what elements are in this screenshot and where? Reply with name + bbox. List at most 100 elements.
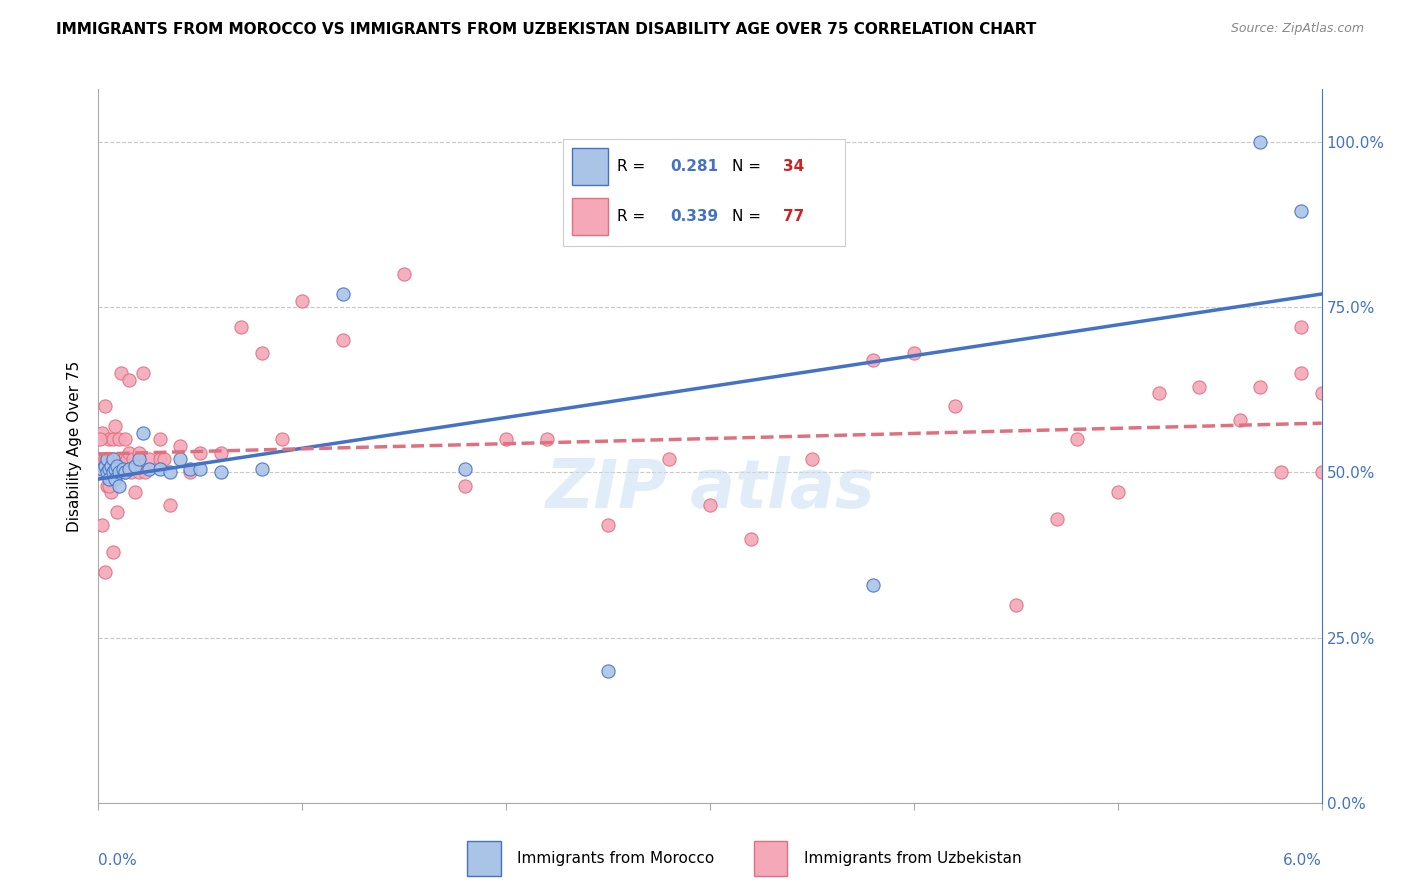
- Point: [124, 485, 146, 500]
- Point: [943, 400, 966, 414]
- Text: 6.0%: 6.0%: [1282, 853, 1322, 868]
- Point: [101, 433, 124, 447]
- Point: [1289, 320, 1312, 334]
- Point: [1249, 135, 1271, 149]
- Point: [108, 466, 131, 480]
- Text: Immigrants from Uzbekistan: Immigrants from Uzbekistan: [804, 851, 1022, 866]
- Text: N =: N =: [733, 159, 766, 174]
- Point: [101, 545, 124, 559]
- Bar: [467, 841, 501, 876]
- Point: [114, 466, 136, 480]
- Point: [96, 478, 118, 492]
- Point: [231, 320, 253, 334]
- Point: [250, 462, 273, 476]
- Point: [101, 452, 124, 467]
- Point: [134, 466, 156, 480]
- Point: [91, 466, 114, 480]
- Point: [291, 293, 314, 308]
- Point: [1004, 598, 1026, 612]
- Point: [332, 287, 354, 301]
- Point: [1310, 466, 1333, 480]
- Point: [209, 445, 232, 459]
- Point: [138, 452, 160, 467]
- Point: [801, 452, 824, 467]
- Point: [100, 458, 122, 473]
- Point: [96, 466, 118, 480]
- Point: [699, 499, 721, 513]
- Point: [93, 565, 115, 579]
- Point: [1289, 367, 1312, 381]
- Point: [105, 458, 128, 473]
- Text: ZIP atlas: ZIP atlas: [546, 456, 875, 522]
- Point: [740, 532, 762, 546]
- Point: [89, 433, 111, 447]
- Point: [93, 452, 115, 467]
- Point: [97, 433, 120, 447]
- Point: [1045, 511, 1069, 525]
- Point: [122, 452, 145, 467]
- Point: [1066, 433, 1088, 447]
- Text: R =: R =: [617, 159, 650, 174]
- Bar: [754, 841, 787, 876]
- Point: [152, 452, 174, 467]
- Point: [108, 466, 131, 480]
- Point: [495, 433, 517, 447]
- Point: [188, 445, 212, 459]
- Point: [1147, 386, 1170, 401]
- Point: [115, 452, 138, 467]
- Point: [91, 425, 114, 440]
- Point: [179, 466, 201, 480]
- Point: [598, 664, 620, 678]
- Y-axis label: Disability Age Over 75: Disability Age Over 75: [67, 360, 83, 532]
- Point: [1229, 412, 1251, 426]
- Text: 0.339: 0.339: [671, 210, 718, 224]
- Bar: [572, 198, 609, 235]
- Point: [250, 346, 273, 360]
- Point: [124, 458, 146, 473]
- Text: 34: 34: [783, 159, 804, 174]
- Point: [1107, 485, 1129, 500]
- Point: [105, 452, 128, 467]
- Point: [91, 518, 114, 533]
- Point: [128, 445, 150, 459]
- Text: Immigrants from Morocco: Immigrants from Morocco: [517, 851, 714, 866]
- Point: [97, 462, 120, 476]
- Point: [105, 505, 128, 519]
- Point: [104, 466, 127, 480]
- Text: N =: N =: [733, 210, 766, 224]
- Point: [159, 499, 181, 513]
- Point: [1289, 204, 1312, 219]
- Point: [101, 466, 124, 480]
- Point: [862, 578, 884, 592]
- Point: [93, 458, 115, 473]
- Point: [128, 466, 150, 480]
- Text: 0.281: 0.281: [671, 159, 718, 174]
- Point: [108, 433, 131, 447]
- Text: 77: 77: [783, 210, 804, 224]
- Point: [118, 462, 141, 476]
- Point: [149, 452, 172, 467]
- Text: IMMIGRANTS FROM MOROCCO VS IMMIGRANTS FROM UZBEKISTAN DISABILITY AGE OVER 75 COR: IMMIGRANTS FROM MOROCCO VS IMMIGRANTS FR…: [56, 22, 1036, 37]
- Point: [120, 466, 142, 480]
- Point: [169, 452, 191, 467]
- Point: [332, 333, 354, 347]
- Point: [108, 478, 131, 492]
- Point: [110, 367, 132, 381]
- Text: 0.0%: 0.0%: [98, 853, 138, 868]
- Point: [1249, 379, 1271, 393]
- Point: [91, 462, 114, 476]
- Point: [149, 433, 172, 447]
- Point: [1270, 466, 1292, 480]
- Point: [96, 452, 118, 467]
- Point: [138, 462, 160, 476]
- Point: [132, 367, 155, 381]
- Point: [188, 462, 212, 476]
- Point: [169, 439, 191, 453]
- Point: [598, 518, 620, 533]
- Point: [118, 373, 141, 387]
- Point: [104, 419, 127, 434]
- Point: [159, 466, 181, 480]
- Point: [1188, 379, 1211, 393]
- Point: [97, 478, 120, 492]
- Point: [111, 452, 134, 467]
